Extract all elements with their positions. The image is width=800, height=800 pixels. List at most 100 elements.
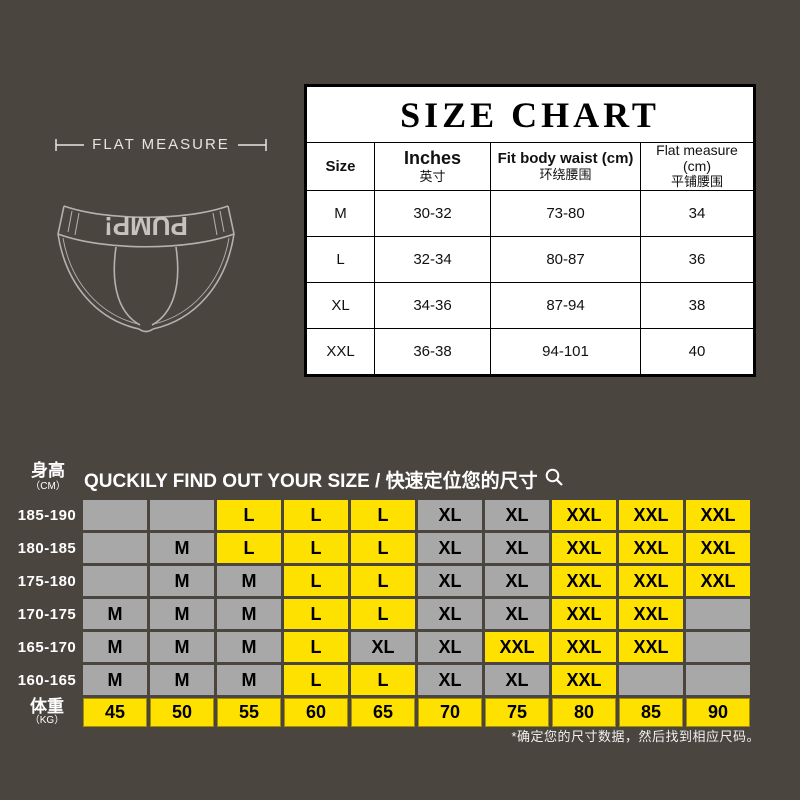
size-cell: XXL — [619, 566, 683, 596]
size-cell — [83, 566, 147, 596]
size-cell: M — [83, 632, 147, 662]
table-cell-fit-waist: 73-80 — [490, 190, 640, 236]
size-cell: L — [284, 533, 348, 563]
size-cell — [83, 500, 147, 530]
size-cell: XL — [418, 599, 482, 629]
size-cell — [150, 500, 214, 530]
size-cell: XXL — [686, 500, 750, 530]
table-cell-inches: 36-38 — [374, 328, 490, 374]
weight-cell: 90 — [686, 698, 750, 727]
size-chart-panel: SIZE CHART Size Inches 英寸 Fit body waist… — [304, 84, 756, 377]
size-cell — [686, 599, 750, 629]
table-cell-size: M — [307, 190, 374, 236]
size-cell: XXL — [552, 500, 616, 530]
column-header-flat-measure: Flat measure (cm) 平铺腰围 — [640, 142, 753, 190]
size-cell: L — [351, 500, 415, 530]
table-cell-size: XL — [307, 282, 374, 328]
height-row-label: 170-175 — [17, 605, 77, 623]
size-cell: XXL — [619, 500, 683, 530]
size-cell: XXL — [552, 566, 616, 596]
measure-arrow-right-icon — [237, 138, 268, 152]
flat-measure-annotation: FLAT MEASURE — [38, 136, 284, 153]
size-cell: M — [217, 566, 281, 596]
size-cell: XL — [418, 566, 482, 596]
size-cell — [686, 632, 750, 662]
weight-cell: 50 — [150, 698, 214, 727]
waistband-bottom-edge — [57, 233, 235, 248]
weight-cell: 55 — [217, 698, 281, 727]
size-cell: M — [150, 632, 214, 662]
size-cell: XL — [418, 500, 482, 530]
table-cell-fit-waist: 94-101 — [490, 328, 640, 374]
table-cell-flat-measure: 38 — [640, 282, 753, 328]
briefs-outline — [57, 205, 235, 333]
height-row-label: 160-165 — [17, 671, 77, 689]
briefs-illustration: PUMP! — [57, 205, 235, 333]
size-cell: XL — [485, 533, 549, 563]
pouch-seam-left — [113, 246, 141, 326]
size-cell: L — [284, 665, 348, 695]
size-cell: XXL — [619, 533, 683, 563]
size-cell — [83, 533, 147, 563]
size-cell: XXL — [552, 665, 616, 695]
size-cell: XXL — [552, 632, 616, 662]
size-cell: XL — [485, 566, 549, 596]
size-chart-table: Size Inches 英寸 Fit body waist (cm) 环绕腰围 … — [307, 142, 753, 374]
size-cell: L — [217, 500, 281, 530]
size-cell: XXL — [619, 599, 683, 629]
flat-measure-label: FLAT MEASURE — [92, 136, 230, 153]
table-cell-inches: 32-34 — [374, 236, 490, 282]
size-cell: XL — [485, 599, 549, 629]
height-axis-label: 身高 （CM） — [30, 461, 66, 492]
size-note: *确定您的尺寸数据，然后找到相应尺码。 — [511, 729, 760, 744]
size-cell: L — [284, 566, 348, 596]
size-cell: M — [83, 665, 147, 695]
size-cell: XXL — [686, 566, 750, 596]
size-finder-grid: 185-190 L L L XL XL XXL XXL XXL 180-185 … — [14, 500, 750, 727]
magnifier-icon — [544, 467, 564, 493]
size-cell — [686, 665, 750, 695]
column-header-size: Size — [307, 142, 374, 190]
table-cell-flat-measure: 36 — [640, 236, 753, 282]
size-cell: L — [351, 566, 415, 596]
size-cell: L — [351, 599, 415, 629]
weight-cell: 85 — [619, 698, 683, 727]
weight-cell: 75 — [485, 698, 549, 727]
size-cell: XL — [418, 533, 482, 563]
waistband-left-edge — [57, 205, 65, 235]
weight-cell: 60 — [284, 698, 348, 727]
size-cell: M — [150, 533, 214, 563]
size-cell — [619, 665, 683, 695]
size-finder-heading-text: QUCKILY FIND OUT YOUR SIZE / 快速定位您的尺寸 — [84, 471, 538, 492]
size-finder-heading: QUCKILY FIND OUT YOUR SIZE / 快速定位您的尺寸 — [84, 466, 564, 493]
height-row-label: 180-185 — [17, 539, 77, 557]
size-cell: M — [217, 599, 281, 629]
height-row-label: 165-170 — [17, 638, 77, 656]
size-cell: L — [284, 500, 348, 530]
weight-axis-label: 体重 （KG） — [29, 697, 65, 727]
weight-cell: 65 — [351, 698, 415, 727]
waistband-top-edge — [63, 205, 229, 219]
weight-cell: 45 — [83, 698, 147, 727]
waistband-brand-text: PUMP! — [104, 211, 188, 241]
height-row-label: 175-180 — [17, 572, 77, 590]
size-cell: XL — [485, 500, 549, 530]
size-cell: M — [150, 665, 214, 695]
size-cell: XL — [418, 665, 482, 695]
weight-cell: 70 — [418, 698, 482, 727]
size-cell: XXL — [619, 632, 683, 662]
table-cell-fit-waist: 87-94 — [490, 282, 640, 328]
size-cell: L — [217, 533, 281, 563]
table-cell-inches: 30-32 — [374, 190, 490, 236]
table-cell-fit-waist: 80-87 — [490, 236, 640, 282]
size-cell: M — [217, 665, 281, 695]
size-cell: XL — [351, 632, 415, 662]
pouch-seam-right — [151, 246, 179, 326]
measure-arrow-left-icon — [54, 138, 85, 152]
size-cell: L — [351, 665, 415, 695]
size-chart-title: SIZE CHART — [400, 94, 660, 135]
left-leg-opening — [57, 233, 140, 330]
size-cell: XL — [418, 632, 482, 662]
size-cell: XXL — [552, 533, 616, 563]
